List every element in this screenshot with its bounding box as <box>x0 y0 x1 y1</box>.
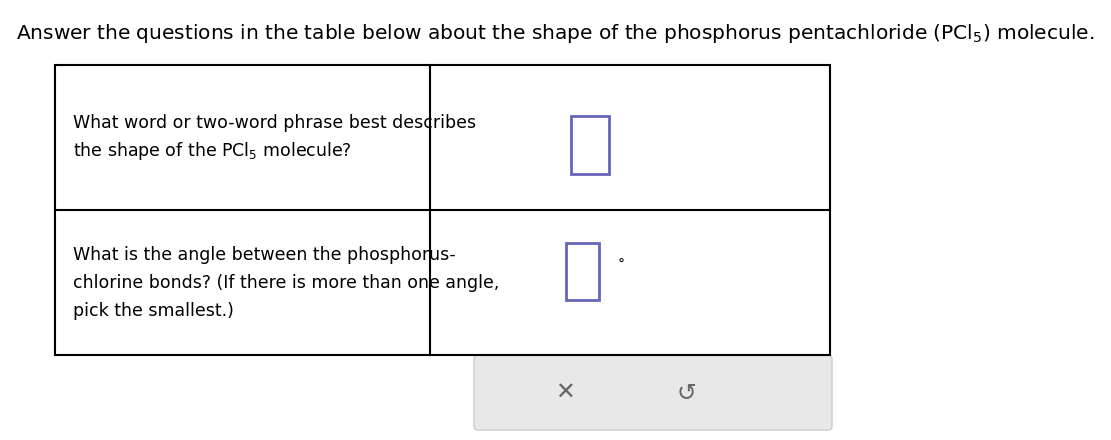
Text: Answer the questions in the table below about the shape of the phosphorus pentac: Answer the questions in the table below … <box>17 22 1094 45</box>
Bar <box>571 116 609 174</box>
Text: What word or two-word phrase best describes: What word or two-word phrase best descri… <box>73 114 477 132</box>
Text: pick the smallest.): pick the smallest.) <box>73 301 234 319</box>
Bar <box>56 65 830 355</box>
Text: the shape of the $\mathrm{PCl_5}$ molecule?: the shape of the $\mathrm{PCl_5}$ molecu… <box>73 140 352 162</box>
Text: ✕: ✕ <box>556 381 574 405</box>
Text: ↺: ↺ <box>677 381 695 405</box>
FancyBboxPatch shape <box>474 355 832 430</box>
Text: °: ° <box>618 258 625 272</box>
Bar <box>565 243 599 301</box>
Text: chlorine bonds? (If there is more than one angle,: chlorine bonds? (If there is more than o… <box>73 274 499 291</box>
Text: What is the angle between the phosphorus-: What is the angle between the phosphorus… <box>73 246 456 264</box>
